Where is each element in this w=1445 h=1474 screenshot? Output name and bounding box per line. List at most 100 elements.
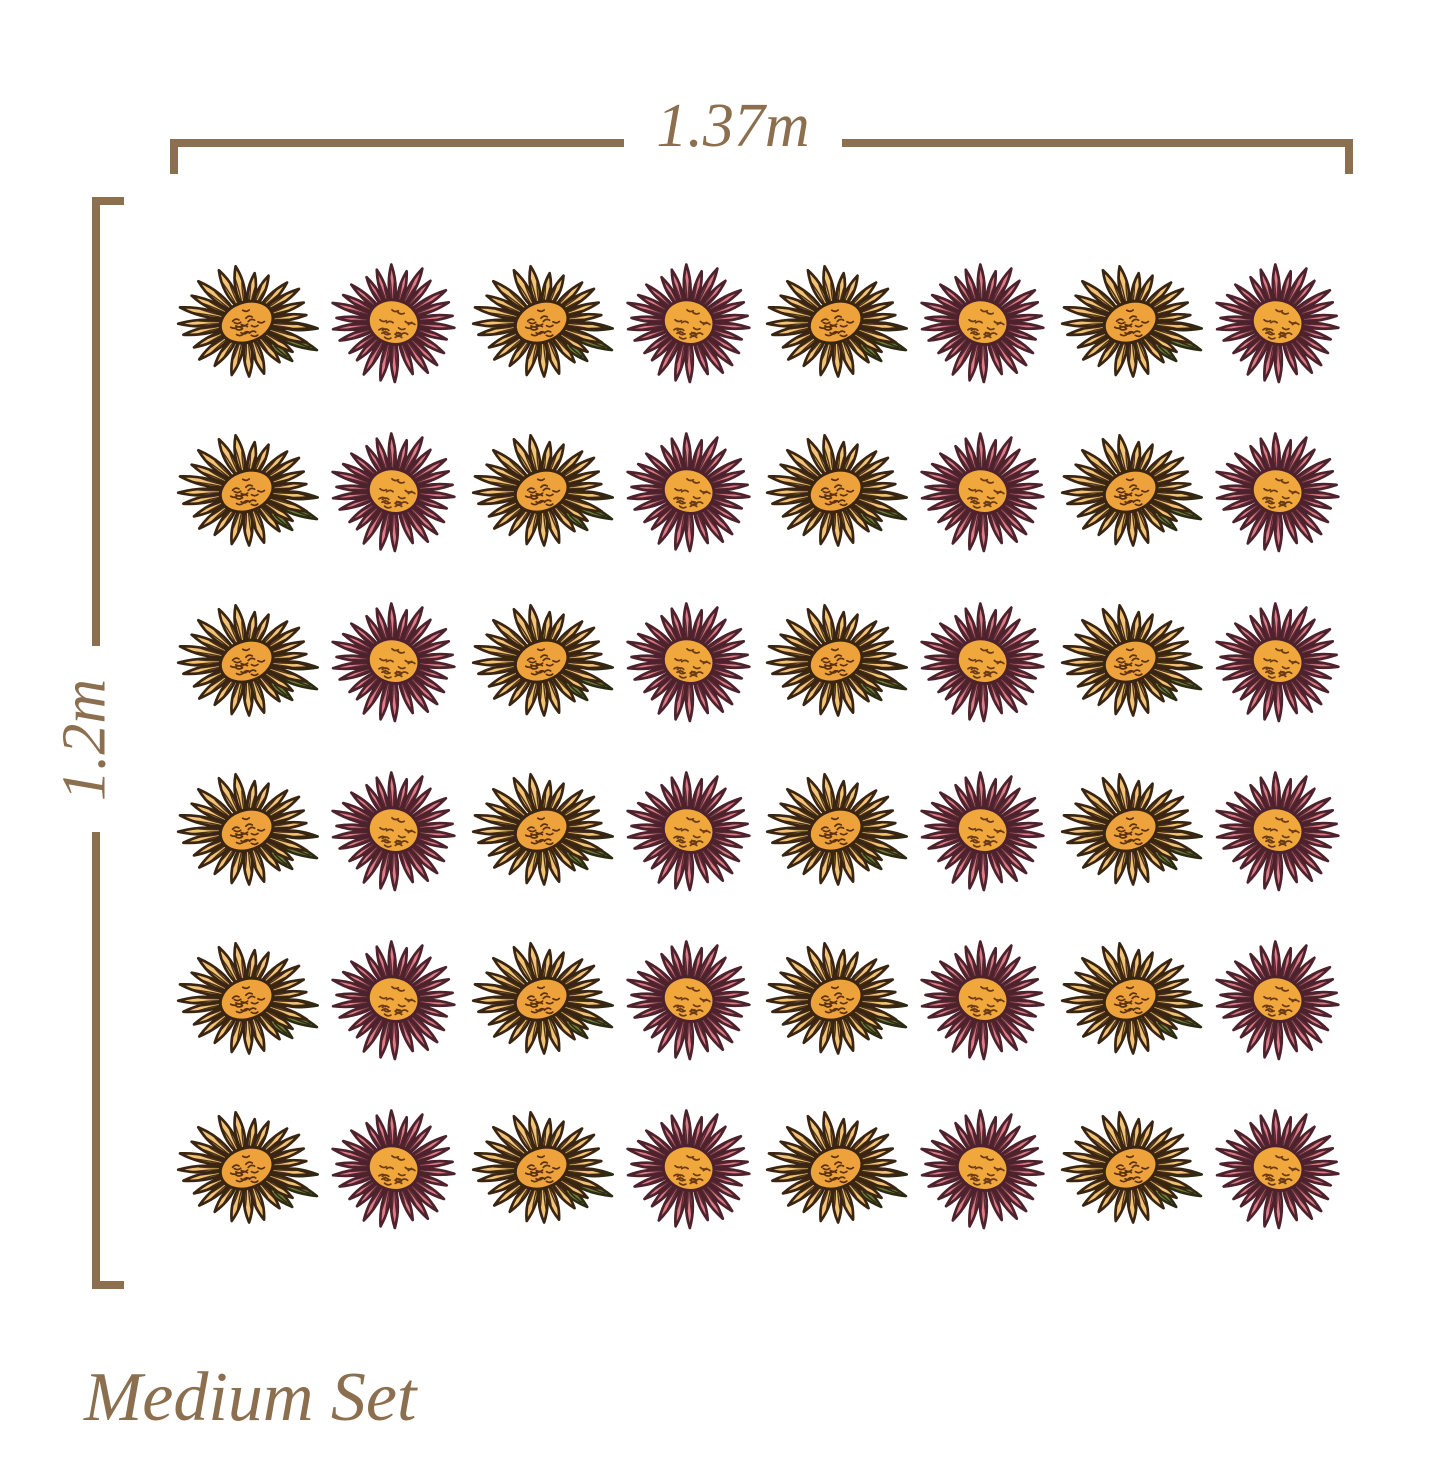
- flower-sticker-yellow-daisy: [173, 238, 320, 407]
- daisy-illustration: [331, 940, 456, 1061]
- daisy-illustration: [1060, 942, 1203, 1055]
- daisy-illustration: [471, 772, 614, 886]
- daisy-illustration: [1215, 432, 1340, 553]
- flower-sticker-pink-daisy: [615, 746, 762, 915]
- daisy-illustration: [765, 264, 908, 378]
- flower-sticker-yellow-daisy: [762, 915, 909, 1084]
- flower-sticker-yellow-daisy: [173, 407, 320, 576]
- flower-sticker-yellow-daisy: [1057, 1084, 1204, 1253]
- flower-sticker-yellow-daisy: [468, 238, 615, 407]
- daisy-illustration: [765, 1111, 908, 1225]
- daisy-illustration: [331, 1109, 456, 1230]
- flower-sticker-pink-daisy: [320, 238, 467, 407]
- daisy-illustration: [471, 264, 614, 378]
- daisy-illustration: [176, 942, 319, 1055]
- daisy-illustration: [331, 601, 456, 722]
- flower-sticker-yellow-daisy: [468, 915, 615, 1084]
- flower-sticker-pink-daisy: [1204, 1084, 1351, 1253]
- flower-sticker-pink-daisy: [615, 1084, 762, 1253]
- daisy-illustration: [920, 601, 1045, 722]
- daisy-illustration: [1215, 940, 1340, 1061]
- daisy-illustration: [176, 264, 319, 378]
- width-dimension-tick-right: [1345, 139, 1353, 174]
- flower-sticker-pink-daisy: [909, 915, 1056, 1084]
- flower-sticker-pink-daisy: [615, 577, 762, 746]
- flower-sticker-yellow-daisy: [173, 915, 320, 1084]
- width-dimension-line-right: [842, 139, 1353, 147]
- daisy-illustration: [1060, 772, 1203, 886]
- flower-sticker-pink-daisy: [1204, 407, 1351, 576]
- flower-sticker-pink-daisy: [615, 915, 762, 1084]
- flower-sticker-pink-daisy: [320, 577, 467, 746]
- daisy-illustration: [176, 1111, 319, 1225]
- daisy-illustration: [920, 1109, 1045, 1230]
- daisy-illustration: [176, 772, 319, 886]
- daisy-illustration: [920, 432, 1045, 553]
- height-dimension-label: 1.2m: [50, 678, 119, 802]
- flower-sticker-yellow-daisy: [468, 1084, 615, 1253]
- daisy-illustration: [1060, 264, 1203, 378]
- flower-sticker-pink-daisy: [909, 577, 1056, 746]
- flower-sticker-yellow-daisy: [762, 1084, 909, 1253]
- width-dimension-label: 1.37m: [656, 92, 810, 160]
- daisy-illustration: [471, 942, 614, 1055]
- flower-sticker-pink-daisy: [1204, 746, 1351, 915]
- flower-sticker-yellow-daisy: [468, 407, 615, 576]
- daisy-illustration: [331, 263, 456, 384]
- flower-sticker-yellow-daisy: [173, 746, 320, 915]
- flower-sticker-yellow-daisy: [468, 746, 615, 915]
- flower-sticker-yellow-daisy: [1057, 746, 1204, 915]
- flower-sticker-pink-daisy: [320, 407, 467, 576]
- daisy-illustration: [331, 771, 456, 892]
- flower-sticker-pink-daisy: [909, 1084, 1056, 1253]
- flower-sticker-yellow-daisy: [762, 238, 909, 407]
- daisy-illustration: [920, 940, 1045, 1061]
- flower-sticker-pink-daisy: [615, 407, 762, 576]
- width-dimension-line-left: [170, 139, 624, 147]
- daisy-illustration: [920, 771, 1045, 892]
- daisy-illustration: [626, 1109, 751, 1230]
- daisy-illustration: [765, 772, 908, 886]
- height-dimension-tick-top: [92, 197, 124, 205]
- flower-sticker-pink-daisy: [615, 238, 762, 407]
- daisy-illustration: [331, 432, 456, 553]
- daisy-illustration: [765, 603, 908, 717]
- daisy-illustration: [920, 263, 1045, 384]
- daisy-illustration: [626, 771, 751, 892]
- flower-sticker-yellow-daisy: [1057, 407, 1204, 576]
- flower-sticker-yellow-daisy: [1057, 915, 1204, 1084]
- daisy-illustration: [176, 434, 319, 548]
- set-name-label: Medium Set: [84, 1359, 417, 1436]
- flower-sticker-yellow-daisy: [1057, 238, 1204, 407]
- flower-sticker-pink-daisy: [909, 746, 1056, 915]
- flower-sticker-pink-daisy: [1204, 915, 1351, 1084]
- height-dimension-line-top: [92, 197, 100, 646]
- flower-sticker-pink-daisy: [909, 407, 1056, 576]
- daisy-illustration: [1060, 434, 1203, 548]
- daisy-illustration: [471, 434, 614, 548]
- daisy-illustration: [1215, 771, 1340, 892]
- flower-sticker-yellow-daisy: [173, 1084, 320, 1253]
- daisy-illustration: [765, 942, 908, 1055]
- daisy-illustration: [1060, 1111, 1203, 1225]
- height-dimension-tick-bottom: [92, 1281, 124, 1289]
- daisy-illustration: [1215, 263, 1340, 384]
- daisy-illustration: [626, 432, 751, 553]
- daisy-illustration: [626, 940, 751, 1061]
- daisy-illustration: [1060, 603, 1203, 717]
- flower-sticker-pink-daisy: [1204, 238, 1351, 407]
- flower-sticker-yellow-daisy: [173, 577, 320, 746]
- daisy-illustration: [1215, 1109, 1340, 1230]
- daisy-illustration: [471, 603, 614, 717]
- flower-sticker-pink-daisy: [1204, 577, 1351, 746]
- width-dimension-tick-left: [170, 139, 178, 174]
- flower-sticker-yellow-daisy: [762, 746, 909, 915]
- flower-sticker-yellow-daisy: [468, 577, 615, 746]
- daisy-illustration: [765, 434, 908, 548]
- sticker-grid: [173, 238, 1351, 1252]
- daisy-illustration: [1215, 601, 1340, 722]
- height-dimension-line-bottom: [92, 832, 100, 1289]
- flower-sticker-pink-daisy: [909, 238, 1056, 407]
- daisy-illustration: [176, 603, 319, 717]
